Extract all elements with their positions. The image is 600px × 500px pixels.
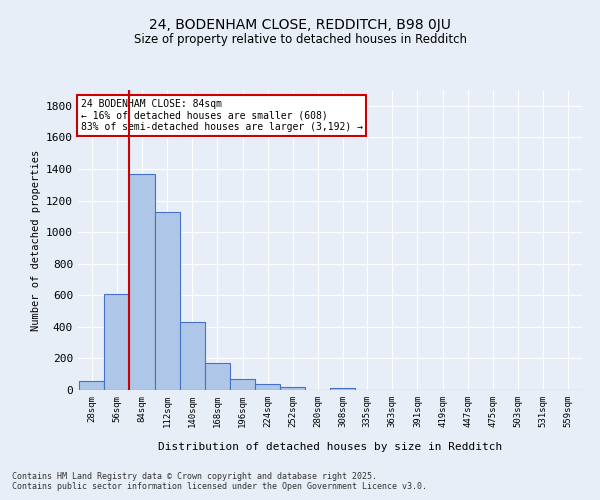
Y-axis label: Number of detached properties: Number of detached properties [31, 150, 41, 330]
Bar [104, 294, 130, 390]
Text: Contains HM Land Registry data © Crown copyright and database right 2025.: Contains HM Land Registry data © Crown c… [12, 472, 377, 481]
Text: 24 BODENHAM CLOSE: 84sqm
← 16% of detached houses are smaller (608)
83% of semi-: 24 BODENHAM CLOSE: 84sqm ← 16% of detach… [80, 99, 362, 132]
Bar [79, 380, 104, 390]
Text: Size of property relative to detached houses in Redditch: Size of property relative to detached ho… [133, 32, 467, 46]
Text: Contains public sector information licensed under the Open Government Licence v3: Contains public sector information licen… [12, 482, 427, 491]
Bar [255, 384, 280, 390]
Text: Distribution of detached houses by size in Redditch: Distribution of detached houses by size … [158, 442, 502, 452]
Bar [280, 387, 305, 390]
Bar [230, 380, 255, 390]
Bar [155, 212, 180, 390]
Bar [331, 388, 355, 390]
Bar [205, 363, 230, 390]
Bar [180, 322, 205, 390]
Bar [130, 174, 155, 390]
Text: 24, BODENHAM CLOSE, REDDITCH, B98 0JU: 24, BODENHAM CLOSE, REDDITCH, B98 0JU [149, 18, 451, 32]
